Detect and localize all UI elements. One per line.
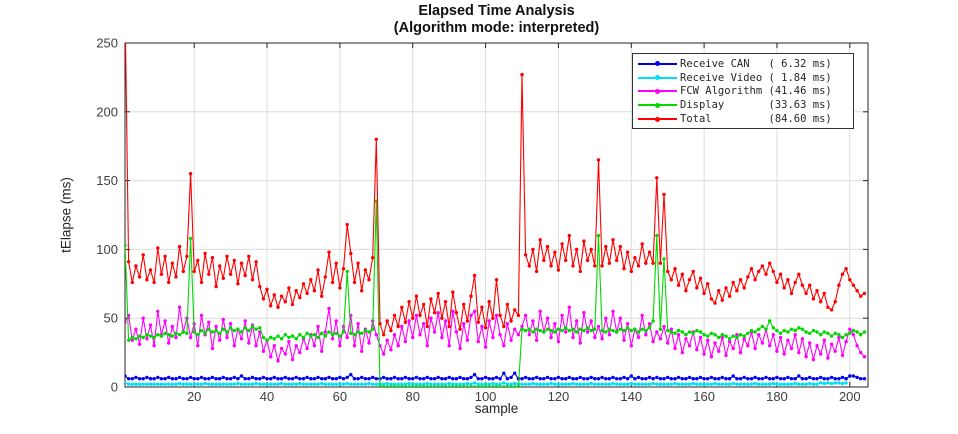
series-line [125, 43, 865, 337]
y-tick-label: 150 [96, 173, 118, 188]
x-axis-label: sample [474, 401, 519, 416]
legend: Receive CAN ( 6.32 ms) Receive Video ( 1.… [632, 53, 854, 129]
y-tick-label: 250 [96, 36, 118, 51]
y-axis-label: tElapse (ms) [58, 177, 74, 253]
legend-line-sample [638, 75, 677, 81]
x-tick-label: 60 [333, 389, 347, 404]
x-tick-label: 20 [187, 389, 201, 404]
series-receive-can [125, 371, 867, 381]
legend-item: Display (33.63 ms) [638, 98, 853, 112]
legend-item: Receive CAN ( 6.32 ms) [638, 57, 853, 71]
legend-line-sample [638, 88, 677, 94]
chart-title-block: Elapsed Time Analysis (Algorithm mode: i… [125, 3, 868, 37]
legend-marker-dot [655, 116, 660, 122]
legend-marker-dot [655, 102, 660, 108]
y-tick-label: 100 [96, 242, 118, 257]
y-tick-label: 50 [104, 311, 118, 326]
chart-subtitle: (Algorithm mode: interpreted) [393, 20, 600, 36]
legend-item-label: Receive Video ( 1.84 ms) [680, 71, 832, 84]
x-tick-label: 120 [548, 389, 570, 404]
legend-line-sample [638, 116, 677, 122]
legend-marker-dot [655, 88, 660, 94]
legend-item-label: FCW Algorithm (41.46 ms) [680, 85, 832, 98]
x-tick-label: 200 [839, 389, 861, 404]
legend-item: Receive Video ( 1.84 ms) [638, 71, 853, 85]
x-tick-label: 140 [620, 389, 642, 404]
legend-item-label: Total (84.60 ms) [680, 113, 832, 126]
x-tick-label: 80 [405, 389, 419, 404]
legend-item-label: Display (33.63 ms) [680, 99, 832, 112]
x-tick-label: 180 [766, 389, 788, 404]
series-receive-video [125, 381, 848, 386]
legend-item: FCW Algorithm (41.46 ms) [638, 85, 853, 99]
series-total [125, 43, 867, 337]
x-tick-label: 40 [260, 389, 274, 404]
x-tick-label: 100 [475, 389, 497, 404]
legend-item-label: Receive CAN ( 6.32 ms) [680, 57, 832, 70]
legend-marker-dot [655, 61, 660, 67]
series-fcw-algorithm [125, 305, 867, 364]
legend-item: Total (84.60 ms) [638, 112, 853, 126]
y-tick-label: 200 [96, 104, 118, 119]
x-tick-label: 160 [693, 389, 715, 404]
legend-marker-dot [655, 75, 660, 81]
y-tick-label: 0 [111, 380, 118, 395]
chart-title: Elapsed Time Analysis [418, 3, 575, 19]
series-line [125, 307, 865, 364]
legend-line-sample [638, 61, 677, 67]
legend-line-sample [638, 102, 677, 108]
tick-labels: 20 40 60 80 100 120 140 160 180 200 0 50 100 150 200 25… [96, 36, 860, 405]
series-display [125, 199, 867, 387]
